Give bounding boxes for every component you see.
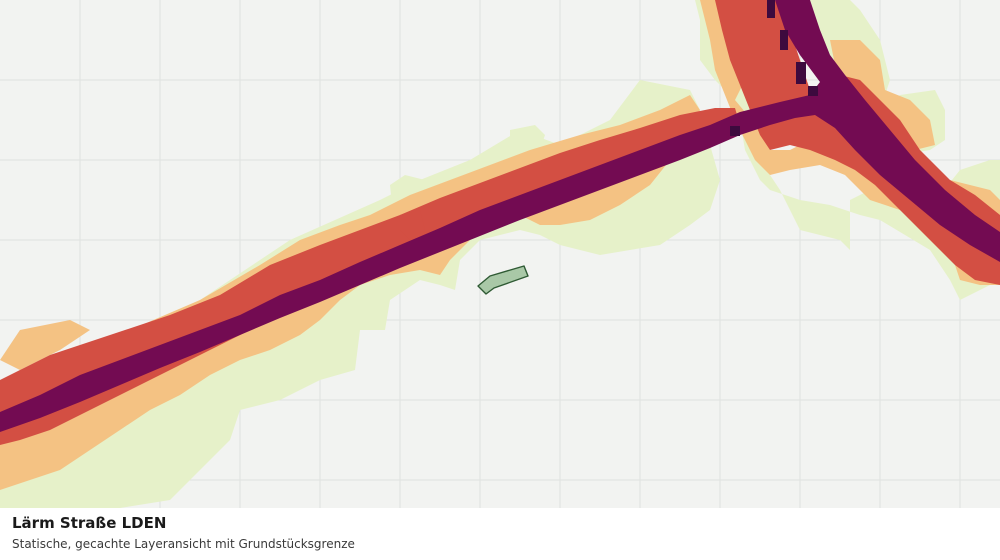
noise-band-very-high: [0, 0, 1000, 432]
parcel-boundary[interactable]: [477, 265, 529, 295]
parcel-polygon[interactable]: [477, 265, 529, 295]
noise-map[interactable]: [0, 0, 1000, 508]
map-subtitle: Statische, gecachte Layeransicht mit Gru…: [12, 537, 355, 551]
map-caption: Lärm Straße LDEN Statische, gecachte Lay…: [0, 508, 1000, 560]
noise-map-canvas: [0, 0, 1000, 508]
noise-band-extreme: [730, 0, 818, 136]
map-title: Lärm Straße LDEN: [12, 514, 167, 532]
